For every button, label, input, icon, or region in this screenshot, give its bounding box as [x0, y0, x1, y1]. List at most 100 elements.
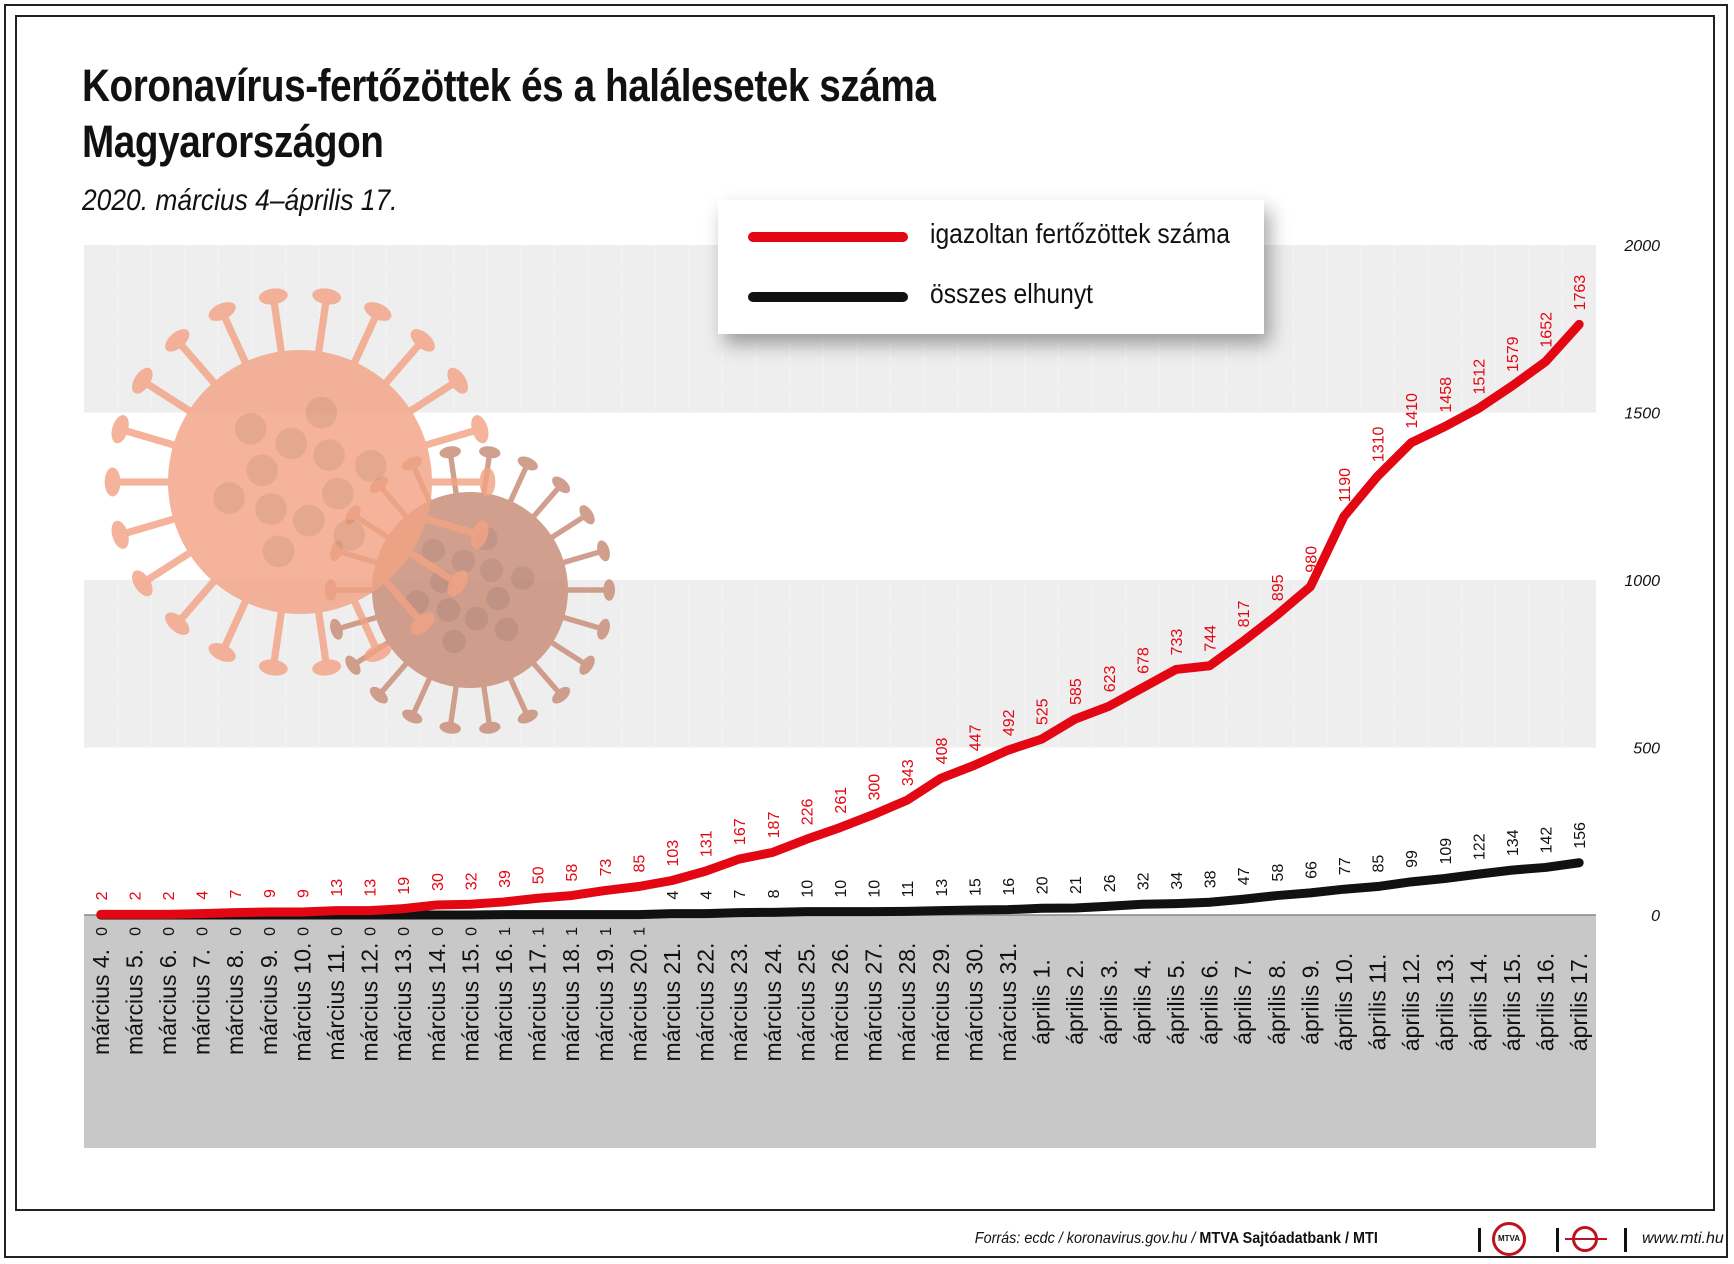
data-label-infected: 39: [497, 870, 514, 888]
virus-dot: [442, 629, 466, 654]
virus-spike-head: [312, 659, 342, 676]
x-tick-label: március 6.: [155, 949, 181, 1055]
virus-spike: [218, 594, 252, 655]
footer-divider: [1556, 1228, 1559, 1252]
x-tick-label: március 27.: [861, 943, 887, 1062]
virus-spike: [174, 574, 221, 627]
data-label-deaths: 134: [1505, 829, 1522, 856]
virus-dot: [486, 586, 510, 611]
x-tick-label: április 1.: [1029, 959, 1055, 1045]
source-prefix: Forrás: ecdc / koronavirus.gov.hu /: [974, 1230, 1200, 1247]
data-label-deaths: 109: [1438, 838, 1455, 865]
data-label-deaths: 4: [699, 891, 716, 900]
data-label-deaths: 0: [262, 927, 279, 936]
virus-dot: [479, 558, 504, 582]
virus-spike-head: [552, 476, 571, 494]
x-tick-label: március 28.: [894, 943, 920, 1062]
virus-dot: [262, 535, 295, 568]
x-tick-label: április 17.: [1566, 953, 1592, 1051]
source-bold: MTVA Sajtóadatbank / MTI: [1199, 1230, 1378, 1247]
x-tick-label: március 22.: [693, 943, 719, 1062]
virus-spike: [558, 548, 605, 567]
virus-dot: [464, 606, 489, 631]
data-label-infected: 2: [94, 891, 111, 900]
virus-spike-head: [579, 655, 595, 675]
data-label-deaths: 26: [1102, 874, 1119, 892]
x-tick-label: április 7.: [1230, 959, 1256, 1045]
data-label-infected: 300: [867, 774, 884, 801]
virus-spike: [379, 574, 426, 627]
virus-icon: [324, 446, 616, 734]
category-band: [84, 915, 1596, 1148]
x-tick-label: április 3.: [1096, 959, 1122, 1045]
data-label-deaths: 20: [1035, 876, 1052, 894]
series-line-infected: [96, 319, 1584, 919]
virus-spike-head: [330, 618, 343, 640]
data-label-infected: 408: [934, 738, 951, 765]
virus-icon: [104, 288, 496, 676]
virus-spike: [119, 425, 181, 451]
virus-spike: [335, 613, 382, 632]
x-tick-label: április 8.: [1264, 959, 1290, 1045]
data-label-infected: 58: [564, 864, 581, 882]
virus-spike: [419, 425, 481, 451]
data-label-infected: 2: [161, 891, 178, 900]
virus-spike: [506, 462, 531, 507]
x-tick-label: március 5.: [121, 949, 147, 1055]
data-label-deaths: 15: [967, 878, 984, 896]
data-label-deaths: 16: [1001, 878, 1018, 896]
virus-spike: [558, 613, 605, 632]
data-label-deaths: 99: [1404, 850, 1421, 868]
data-label-deaths: 0: [195, 927, 212, 936]
virus-spike: [348, 309, 382, 370]
virus-spike: [269, 295, 286, 359]
x-tick-label: március 21.: [659, 943, 685, 1062]
data-label-deaths: 122: [1471, 833, 1488, 860]
virus-body: [168, 350, 432, 614]
virus-spike: [314, 295, 331, 359]
footer: Forrás: ecdc / koronavirus.gov.hu / MTVA…: [900, 1222, 1724, 1258]
data-label-infected: 447: [967, 724, 984, 751]
source-credit: Forrás: ecdc / koronavirus.gov.hu / MTVA…: [975, 1230, 1378, 1248]
virus-spike: [546, 638, 589, 668]
x-tick-label: április 12.: [1398, 953, 1424, 1051]
virus-spike: [528, 483, 564, 522]
virus-spike-head: [410, 612, 435, 635]
outer-frame: [4, 4, 1728, 1258]
virus-dot: [275, 427, 308, 460]
data-label-infected: 1458: [1438, 377, 1455, 413]
footer-url: www.mti.hu: [1642, 1230, 1724, 1247]
x-tick-label: március 17.: [525, 943, 551, 1062]
virus-spike: [546, 512, 589, 542]
x-tick-label: március 10.: [289, 943, 315, 1062]
virus-spike-head: [165, 329, 190, 352]
virus-spike: [269, 605, 286, 669]
virus-spike: [447, 681, 460, 729]
data-label-infected: 187: [766, 812, 783, 839]
virus-spike: [140, 377, 197, 418]
x-tick-label: április 14.: [1465, 953, 1491, 1051]
virus-spike-head: [447, 367, 468, 394]
data-label-infected: 73: [598, 859, 615, 877]
virus-dot: [436, 598, 461, 622]
virus-spike-head: [369, 686, 388, 704]
virus-spike-head: [258, 288, 288, 305]
data-label-infected: 585: [1068, 678, 1085, 705]
data-label-infected: 2: [127, 891, 144, 900]
x-tick-label: március 31.: [995, 943, 1021, 1062]
virus-spike-head: [603, 579, 616, 601]
virus-dot: [354, 450, 387, 482]
x-tick-label: március 26.: [827, 943, 853, 1062]
x-tick-label: március 19.: [592, 943, 618, 1062]
virus-spike: [409, 673, 434, 718]
virus-dot: [213, 482, 246, 514]
virus-dot: [255, 493, 287, 525]
data-label-infected: 623: [1102, 665, 1119, 692]
virus-dot: [305, 396, 338, 429]
data-label-deaths: 0: [396, 927, 413, 936]
virus-dot: [333, 519, 366, 552]
virus-spike-head: [447, 570, 468, 597]
data-label-infected: 9: [262, 889, 279, 898]
data-label-infected: 1763: [1572, 275, 1589, 311]
